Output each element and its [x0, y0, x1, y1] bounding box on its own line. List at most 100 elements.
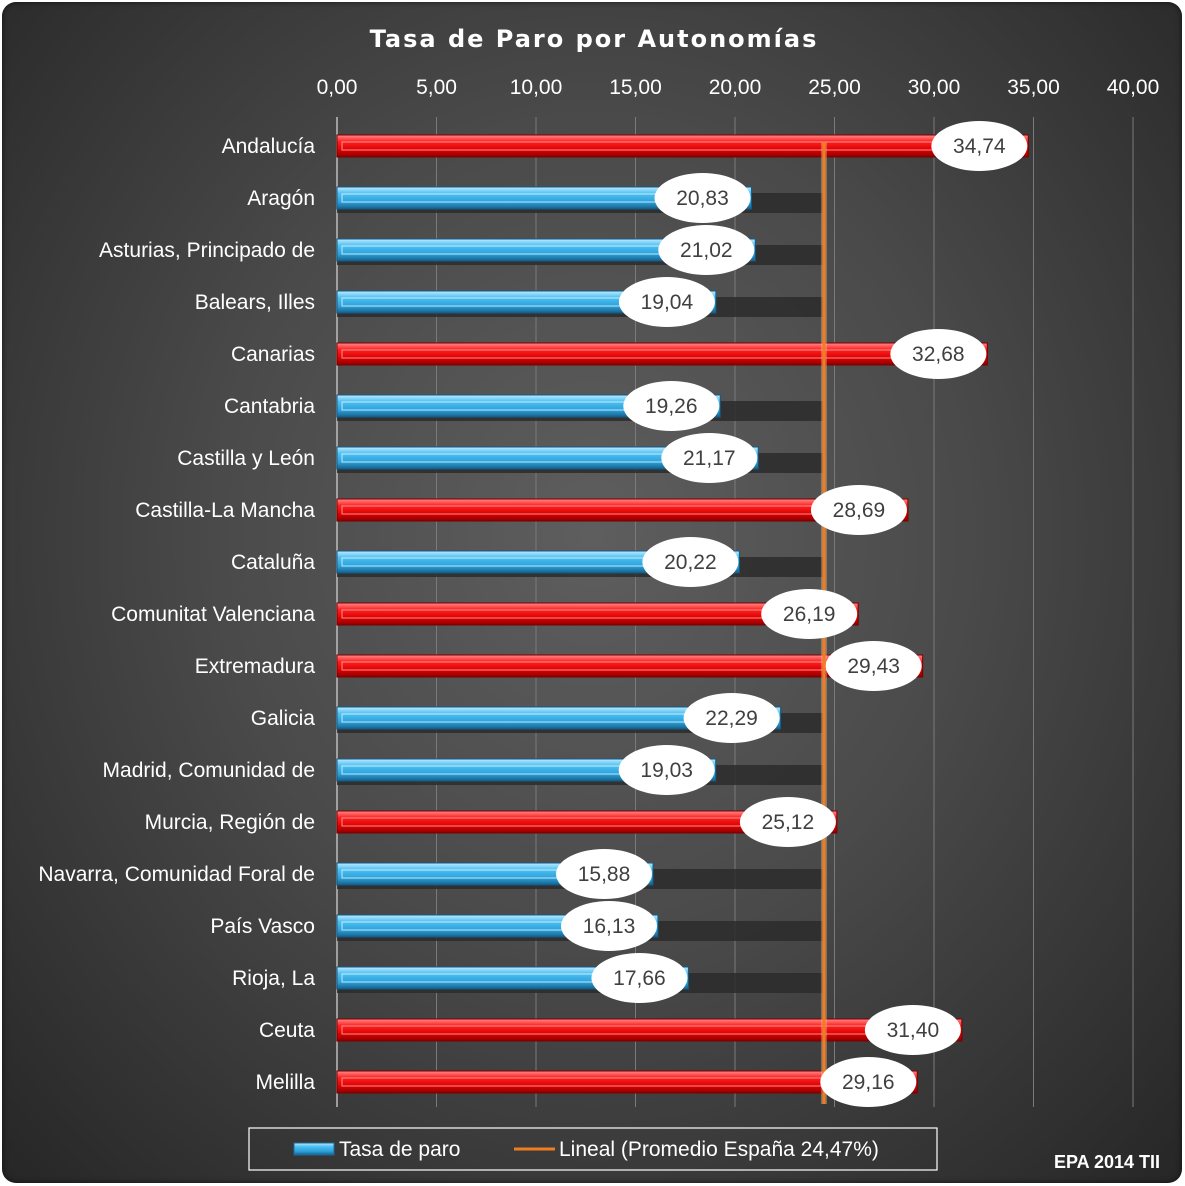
legend-label-lineal: Lineal (Promedio España 24,47%) [559, 1138, 879, 1161]
x-tick-label: 15,00 [609, 76, 662, 99]
data-label-bubble [591, 953, 688, 1003]
category-label: Ceuta [259, 1019, 315, 1042]
category-label: Madrid, Comunidad de [103, 759, 315, 782]
data-label-bubble [661, 433, 758, 483]
category-label: Rioja, La [232, 967, 315, 990]
category-label: Extremadura [195, 655, 316, 678]
category-label: Comunitat Valenciana [111, 603, 315, 626]
category-label: Navarra, Comunidad Foral de [38, 863, 315, 886]
source-note: EPA 2014 TII [1054, 1152, 1160, 1172]
category-label: Asturias, Principado de [99, 239, 315, 262]
bar [336, 654, 924, 678]
data-label: 19,03 [618, 745, 715, 795]
bar [336, 238, 756, 262]
bar [336, 446, 759, 470]
x-tick-label: 35,00 [1007, 76, 1060, 99]
data-label-bubble [618, 745, 715, 795]
bar [336, 602, 859, 626]
data-label-text: 25,12 [762, 811, 815, 834]
data-label-bubble [810, 485, 907, 535]
data-label-bubble [739, 797, 836, 847]
x-tick-label: 40,00 [1107, 76, 1160, 99]
category-label: Balears, Illes [195, 291, 315, 314]
legend: Tasa de paro Lineal (Promedio España 24,… [248, 1127, 938, 1171]
category-label: Cataluña [231, 551, 315, 574]
bar [336, 186, 753, 210]
data-label-text: 15,88 [578, 863, 631, 886]
data-label-bubble [825, 641, 922, 691]
data-label-bubble [683, 693, 780, 743]
data-label: 31,40 [864, 1005, 961, 1055]
data-label: 28,69 [810, 485, 907, 535]
data-label-bubble [642, 537, 739, 587]
bar [336, 1070, 918, 1094]
category-labels: Andalucía Aragón Asturias, Principado de Ba… [38, 135, 315, 1094]
legend-label-tasa: Tasa de paro [339, 1138, 460, 1161]
x-tick-label: 5,00 [416, 76, 457, 99]
data-label-text: 26,19 [783, 603, 836, 626]
data-label-bubble [556, 849, 653, 899]
data-labels: 34,74 20,83 21,02 19,04 32,68 19,26 21,17 28,69… [556, 121, 1028, 1107]
data-label-bubble [864, 1005, 961, 1055]
data-label: 20,22 [642, 537, 739, 587]
data-label: 19,26 [623, 381, 720, 431]
data-label-text: 19,04 [641, 291, 694, 314]
x-tick-label: 25,00 [808, 76, 861, 99]
data-label-text: 20,22 [664, 551, 717, 574]
data-label-text: 19,03 [640, 759, 693, 782]
x-tick-label: 0,00 [317, 76, 358, 99]
data-label-bubble [890, 329, 987, 379]
data-label-text: 28,69 [833, 499, 886, 522]
data-label: 32,68 [890, 329, 987, 379]
bar [336, 342, 988, 366]
bar [336, 498, 909, 522]
x-axis-ticks: 0,00 5,00 10,00 15,00 20,00 25,00 30,00 35,00 40… [317, 76, 1160, 99]
data-label: 16,13 [560, 901, 657, 951]
category-label: Murcia, Región de [145, 811, 315, 834]
bar [336, 550, 740, 574]
data-label-bubble [820, 1057, 917, 1107]
category-label: Melilla [255, 1071, 315, 1094]
x-tick-label: 20,00 [709, 76, 762, 99]
category-label: Andalucía [222, 135, 316, 158]
data-label: 19,04 [618, 277, 715, 327]
data-label-text: 17,66 [613, 967, 666, 990]
bar [336, 706, 782, 730]
data-label-text: 34,74 [953, 135, 1006, 158]
data-label-text: 20,83 [676, 187, 729, 210]
x-tick-label: 10,00 [510, 76, 563, 99]
data-label-bubble [560, 901, 657, 951]
data-label-text: 29,43 [847, 655, 900, 678]
data-label-text: 32,68 [912, 343, 965, 366]
data-label-text: 16,13 [583, 915, 636, 938]
data-label-bubble [654, 173, 751, 223]
data-label-text: 22,29 [705, 707, 758, 730]
bar [336, 1018, 963, 1042]
data-label: 17,66 [591, 953, 688, 1003]
data-label: 34,74 [931, 121, 1028, 171]
data-label-text: 21,02 [680, 239, 733, 262]
data-label: 29,16 [820, 1057, 917, 1107]
data-label-text: 21,17 [683, 447, 736, 470]
data-label: 29,43 [825, 641, 922, 691]
data-label-text: 31,40 [887, 1019, 940, 1042]
category-label: Canarias [231, 343, 315, 366]
data-label: 15,88 [556, 849, 653, 899]
legend-swatch-tasa [293, 1142, 335, 1156]
data-label-text: 19,26 [645, 395, 698, 418]
category-label: Galicia [251, 707, 316, 730]
x-tick-label: 30,00 [908, 76, 961, 99]
category-label: Castilla y León [177, 447, 315, 470]
chart-title: Tasa de Paro por Autonomías [370, 25, 819, 53]
data-label-text: 29,16 [842, 1071, 895, 1094]
data-label-bubble [931, 121, 1028, 171]
data-label: 22,29 [683, 693, 780, 743]
bar [336, 134, 1029, 158]
bar [336, 810, 838, 834]
legend-box [248, 1127, 938, 1171]
data-label: 20,83 [654, 173, 751, 223]
data-label: 21,02 [658, 225, 755, 275]
data-label-bubble [658, 225, 755, 275]
